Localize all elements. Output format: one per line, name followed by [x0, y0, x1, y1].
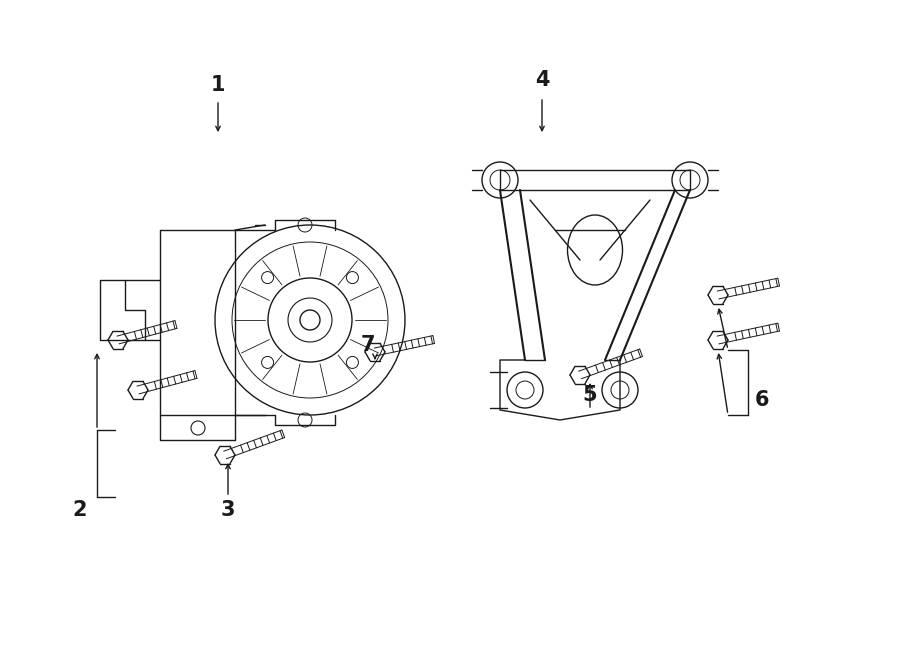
- Text: 6: 6: [755, 390, 770, 410]
- Text: 1: 1: [211, 75, 225, 95]
- Text: 2: 2: [73, 500, 87, 520]
- Text: 3: 3: [220, 500, 235, 520]
- Text: 7: 7: [361, 335, 375, 355]
- Text: 4: 4: [535, 70, 549, 90]
- Text: 5: 5: [582, 385, 598, 405]
